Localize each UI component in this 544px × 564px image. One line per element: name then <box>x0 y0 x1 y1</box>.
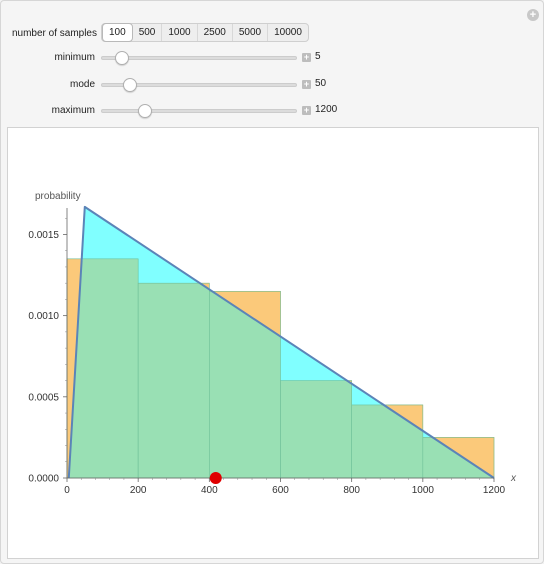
x-tick-label-0: 0 <box>64 485 70 496</box>
plot-panel: 0 200 400 600 800 1000 1200 0.0000 0.0005 0.0010 0… <box>7 127 539 559</box>
minimum-label: minimum <box>54 52 95 63</box>
y-tick-label-0.0005: 0.0005 <box>28 392 59 403</box>
x-tick-label-600: 600 <box>272 485 289 496</box>
y-axis-label: probability <box>35 191 81 202</box>
y-tick-label-0.0000: 0.0000 <box>28 474 59 485</box>
overlap-area-5 <box>422 437 494 478</box>
x-tick-label-800: 800 <box>343 485 360 496</box>
mode-control: mode + 50 <box>1 75 544 95</box>
x-tick-label-1000: 1000 <box>412 485 435 496</box>
x-tick-label-200: 200 <box>130 485 147 496</box>
samples-option-5000[interactable]: 5000 <box>233 24 269 41</box>
overlap-area-3 <box>280 380 352 478</box>
y-tick-label-0.0010: 0.0010 <box>28 311 59 322</box>
samples-selector[interactable]: 100 500 1000 2500 5000 10000 <box>101 23 309 42</box>
mode-slider-track[interactable] <box>101 83 297 87</box>
maximum-slider-thumb[interactable] <box>138 104 153 118</box>
samples-label: number of samples <box>11 28 97 39</box>
maximum-value: 1200 <box>315 104 338 115</box>
overlap-area-4 <box>351 404 423 478</box>
mode-value: 50 <box>315 78 327 89</box>
samples-option-1000[interactable]: 1000 <box>162 24 198 41</box>
x-tick-label-1200: 1200 <box>483 485 506 496</box>
minimum-expand-icon[interactable]: + <box>302 52 311 62</box>
samples-option-2500[interactable]: 2500 <box>198 24 233 41</box>
mode-label: mode <box>69 79 95 90</box>
samples-option-10000[interactable]: 10000 <box>274 27 302 38</box>
overlap-area-0 <box>67 258 139 478</box>
maximum-slider-track[interactable] <box>101 109 297 113</box>
pdf-line <box>67 205 495 479</box>
samples-option-100[interactable]: 100 <box>102 23 133 42</box>
x-axis-label: x <box>510 473 517 484</box>
options-plus-icon[interactable]: + <box>527 9 539 21</box>
maximum-label: maximum <box>51 105 95 116</box>
maximum-control: maximum + 1200 <box>1 101 544 121</box>
x-tick-label-400: 400 <box>201 485 218 496</box>
mode-expand-icon[interactable]: + <box>302 79 311 89</box>
minimum-value: 5 <box>315 51 321 62</box>
samples-option-500[interactable]: 500 <box>133 24 163 41</box>
overlap-area-1 <box>138 283 210 478</box>
minimum-control: minimum + 5 <box>1 48 544 68</box>
histogram-chart: 0 200 400 600 800 1000 1200 0.0000 0.0005 0.0010 0… <box>28 191 517 496</box>
minimum-slider-track[interactable] <box>101 56 297 60</box>
overlap-area-2 <box>209 291 281 478</box>
mode-slider-thumb[interactable] <box>122 78 137 92</box>
maximum-expand-icon[interactable]: + <box>302 105 311 115</box>
minimum-slider-thumb[interactable] <box>114 51 129 65</box>
mean-marker <box>209 472 222 484</box>
y-tick-label-0.0015: 0.0015 <box>28 230 59 241</box>
